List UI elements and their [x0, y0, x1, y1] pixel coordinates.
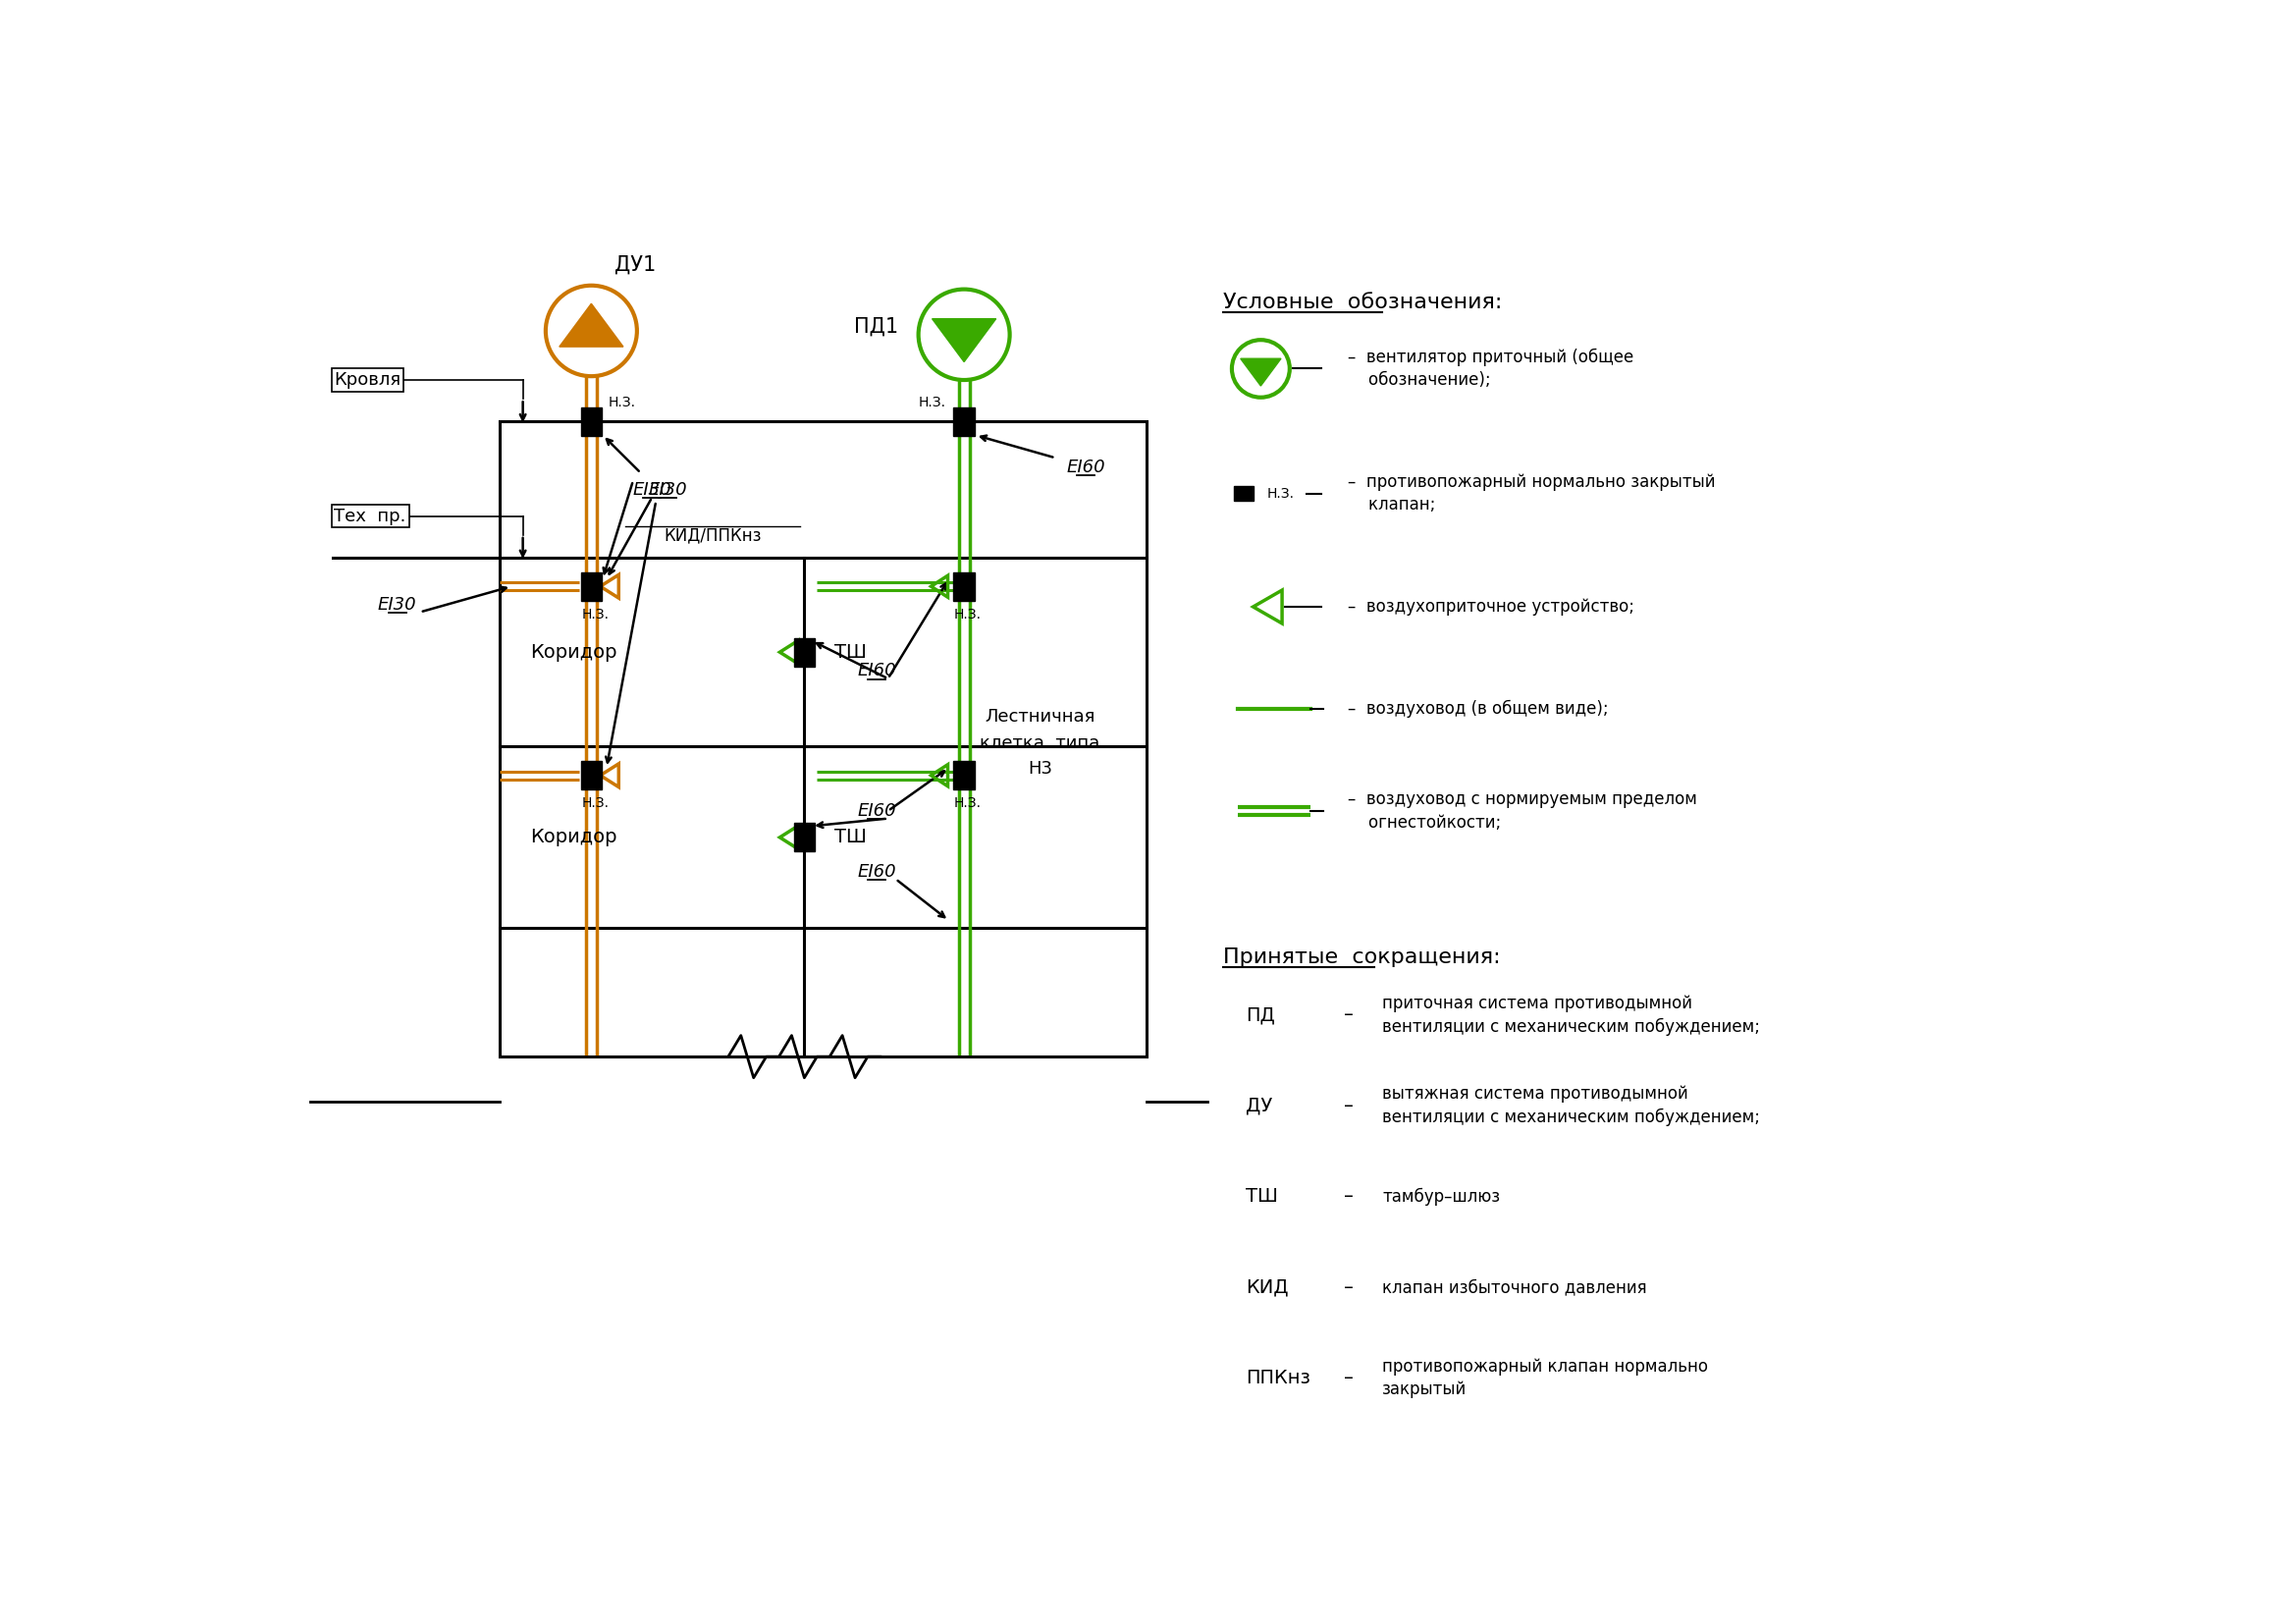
Text: КИД/ППКнз: КИД/ППКнз	[664, 526, 762, 544]
Polygon shape	[953, 761, 976, 790]
Text: Принятые  сокращения:: Принятые сокращения:	[1224, 946, 1499, 967]
Text: вытяжная система противодымной
вентиляции с механическим побуждением;: вытяжная система противодымной вентиляци…	[1382, 1086, 1761, 1126]
Text: тамбур–шлюз: тамбур–шлюз	[1382, 1188, 1499, 1206]
Text: EI30: EI30	[634, 480, 673, 498]
Text: EI60: EI60	[856, 662, 895, 680]
Text: ПД: ПД	[1244, 1006, 1274, 1024]
Text: –  воздуховод с нормируемым пределом
    огнестойкости;: – воздуховод с нормируемым пределом огне…	[1348, 790, 1697, 831]
Polygon shape	[932, 318, 996, 362]
Text: ППКнз: ППКнз	[1244, 1368, 1311, 1388]
Text: КИД: КИД	[1244, 1277, 1288, 1297]
Polygon shape	[953, 571, 976, 601]
Text: –: –	[1343, 1097, 1352, 1115]
Text: Кровля: Кровля	[335, 372, 402, 390]
Text: Н.З.: Н.З.	[955, 797, 983, 810]
Polygon shape	[1240, 359, 1281, 386]
Text: ПД1: ПД1	[854, 316, 898, 338]
Text: Лестничная
клетка  типа
Н3: Лестничная клетка типа Н3	[980, 708, 1100, 777]
Polygon shape	[794, 638, 815, 667]
Polygon shape	[953, 407, 976, 437]
Polygon shape	[560, 304, 622, 347]
Text: Н.З.: Н.З.	[581, 797, 608, 810]
Text: Н.З.: Н.З.	[1267, 487, 1295, 500]
Text: противопожарный клапан нормально
закрытый: противопожарный клапан нормально закрыты…	[1382, 1357, 1708, 1399]
Text: ТШ: ТШ	[1244, 1186, 1279, 1206]
Text: Тех  пр.: Тех пр.	[335, 508, 406, 524]
Text: EI60: EI60	[1065, 458, 1104, 476]
Polygon shape	[794, 823, 815, 852]
Text: Н.З.: Н.З.	[608, 396, 636, 409]
Text: приточная система противодымной
вентиляции с механическим побуждением;: приточная система противодымной вентиляц…	[1382, 995, 1761, 1035]
Text: клапан избыточного давления: клапан избыточного давления	[1382, 1279, 1646, 1297]
Polygon shape	[1235, 485, 1254, 502]
Text: ТШ: ТШ	[836, 828, 868, 847]
Text: –: –	[1343, 1368, 1352, 1388]
Text: –: –	[1343, 1277, 1352, 1297]
Text: –  вентилятор приточный (общее
    обозначение);: – вентилятор приточный (общее обозначени…	[1348, 347, 1635, 390]
Text: –  воздуховод (в общем виде);: – воздуховод (в общем виде);	[1348, 700, 1609, 717]
Text: EI30: EI30	[647, 480, 687, 498]
Polygon shape	[581, 571, 602, 601]
Text: ДУ1: ДУ1	[613, 255, 657, 274]
Text: –  противопожарный нормально закрытый
    клапан;: – противопожарный нормально закрытый кла…	[1348, 472, 1715, 514]
Text: EI60: EI60	[856, 862, 895, 880]
Text: Коридор: Коридор	[530, 828, 618, 847]
Text: Условные  обозначения:: Условные обозначения:	[1224, 294, 1502, 313]
Text: EI30: EI30	[379, 596, 418, 613]
Text: Н.З.: Н.З.	[955, 607, 983, 622]
Text: EI60: EI60	[856, 802, 895, 820]
Text: Н.З.: Н.З.	[918, 396, 946, 409]
Polygon shape	[581, 761, 602, 790]
Text: ТШ: ТШ	[836, 643, 868, 662]
Text: –  воздухоприточное устройство;: – воздухоприточное устройство;	[1348, 597, 1635, 615]
Text: –: –	[1343, 1186, 1352, 1206]
Text: –: –	[1343, 1006, 1352, 1024]
Text: Коридор: Коридор	[530, 643, 618, 662]
Polygon shape	[581, 407, 602, 437]
Text: Н.З.: Н.З.	[581, 607, 608, 622]
Text: ДУ: ДУ	[1244, 1097, 1272, 1115]
